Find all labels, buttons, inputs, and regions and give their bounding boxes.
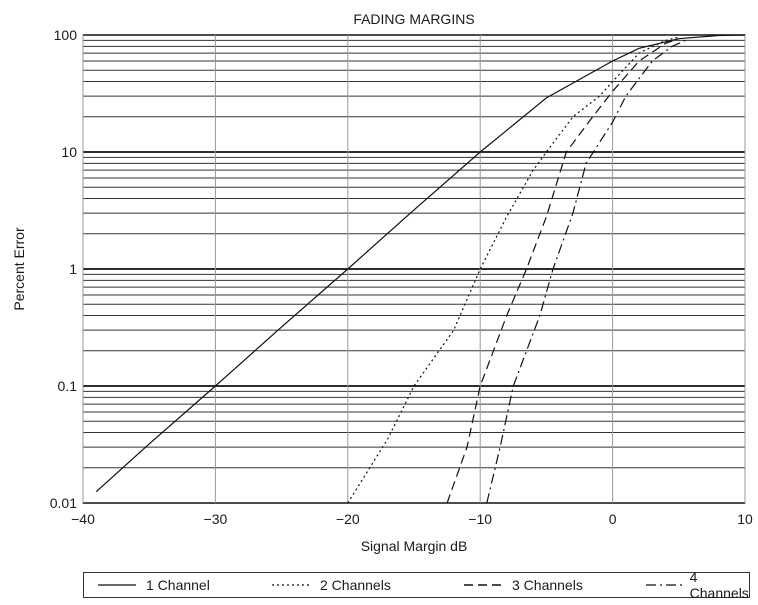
y-tick-label: 100 [54, 27, 78, 43]
x-axis-label: Signal Margin dB [361, 538, 468, 554]
x-tick-label: 0 [609, 511, 617, 527]
legend-swatch [464, 584, 502, 586]
fading-margins-chart: −40 −30 −20 −10 0 10 0.01 0.1 1 10 100 FADING MARGI… [11, 11, 753, 554]
legend-swatch [272, 584, 310, 586]
x-tick-label: −40 [71, 511, 95, 527]
series-line-3-channels [446, 38, 679, 504]
legend-label: 2 Channels [320, 577, 391, 593]
legend: 1 Channel 2 Channels 3 Channels 4 Channels [83, 569, 753, 601]
legend-swatch [646, 584, 682, 586]
chart-title: FADING MARGINS [353, 11, 474, 27]
legend-item-4-channels: 4 Channels [644, 569, 753, 601]
x-tick-label: −10 [468, 511, 492, 527]
legend-swatch [98, 584, 136, 586]
series-line-4-channels [486, 39, 686, 504]
legend-item-3-channels: 3 Channels [462, 573, 583, 597]
y-tick-label: 0.1 [58, 378, 78, 394]
series-line-2-channels [347, 36, 679, 504]
y-axis-label: Percent Error [11, 227, 27, 311]
legend-label: 1 Channel [146, 577, 210, 593]
legend-label: 3 Channels [512, 577, 583, 593]
legend-label: 4 Channels [689, 569, 749, 601]
y-tick-label: 1 [69, 261, 77, 277]
x-tick-label: −20 [336, 511, 360, 527]
x-tick-label: 10 [737, 511, 753, 527]
y-tick-label: 10 [61, 144, 77, 160]
legend-item-2-channels: 2 Channels [270, 573, 391, 597]
x-tick-label: −30 [204, 511, 228, 527]
legend-item-1-channel: 1 Channel [96, 573, 210, 597]
y-tick-label: 0.01 [50, 495, 77, 511]
